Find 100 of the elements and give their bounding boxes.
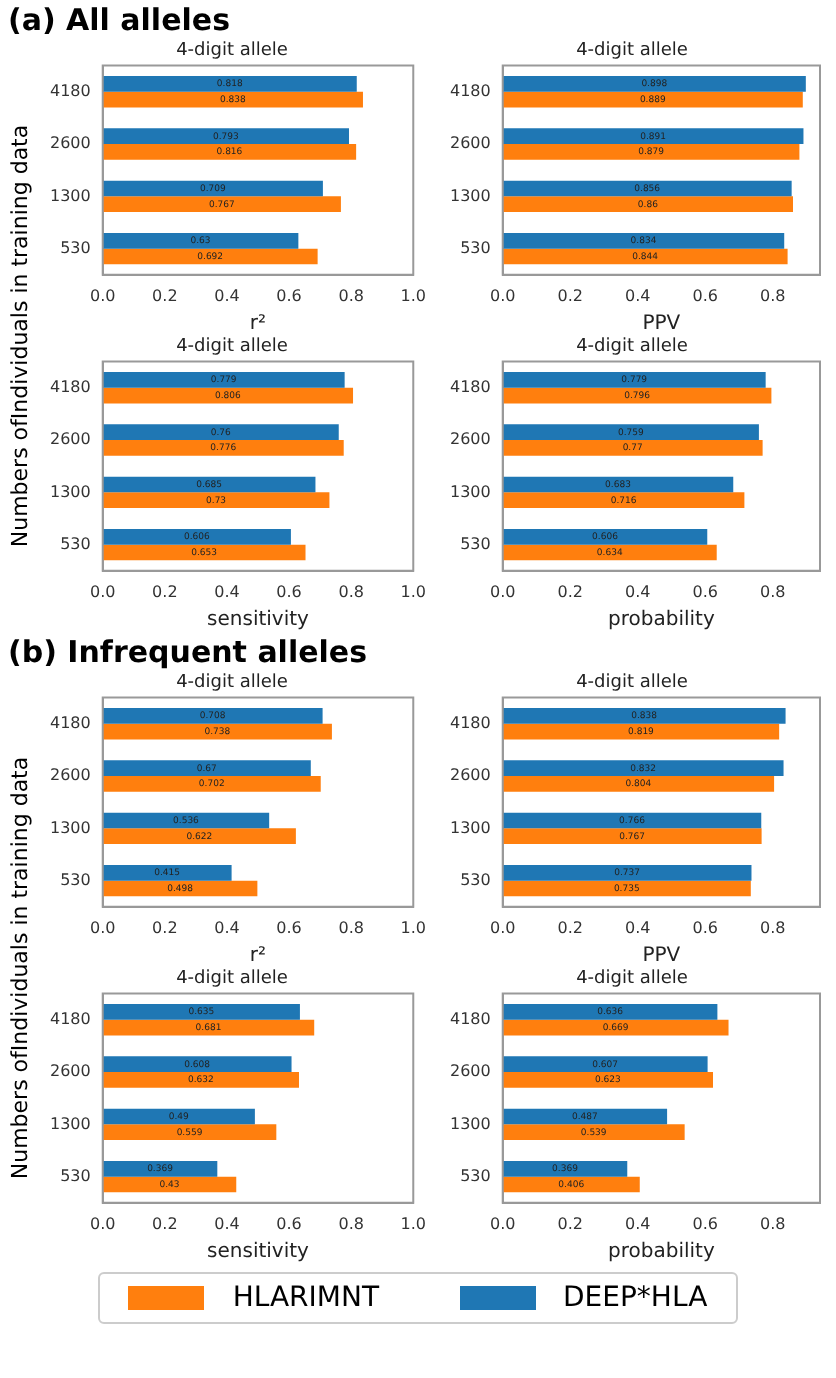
x-tick-label: 0.8 bbox=[338, 582, 364, 601]
x-tick-label: 0.4 bbox=[625, 286, 651, 305]
y-tick-label: 2600 bbox=[50, 430, 91, 449]
y-tick-label: 1300 bbox=[450, 186, 491, 205]
x-axis-title: probability bbox=[608, 609, 715, 632]
bar bbox=[102, 440, 344, 456]
bar bbox=[502, 828, 762, 845]
x-tick-label: 0.6 bbox=[276, 918, 302, 937]
bar bbox=[502, 180, 792, 197]
y-tick-label: 530 bbox=[60, 534, 91, 553]
x-tick-label: 0.8 bbox=[338, 1214, 364, 1233]
bar bbox=[102, 760, 311, 777]
bar bbox=[102, 864, 232, 881]
y-tick-label: 1300 bbox=[450, 1114, 491, 1133]
bar bbox=[502, 1019, 729, 1036]
bar bbox=[102, 1108, 255, 1125]
x-tick-label: 0.4 bbox=[214, 1214, 240, 1233]
x-tick-label: 1.0 bbox=[400, 286, 427, 305]
bar bbox=[102, 1176, 237, 1193]
bar bbox=[502, 196, 793, 213]
x-tick-label: 0.6 bbox=[276, 286, 302, 305]
x-tick-label: 0.0 bbox=[489, 918, 516, 937]
x-axis-title: r² bbox=[249, 945, 267, 968]
bar bbox=[502, 1124, 685, 1141]
bar bbox=[102, 248, 318, 265]
x-tick-label: 0.0 bbox=[89, 286, 116, 305]
x-tick-label: 0.0 bbox=[89, 918, 116, 937]
x-tick-label: 0.4 bbox=[625, 1214, 651, 1233]
x-tick-label: 0.4 bbox=[625, 582, 651, 601]
x-axis-title: r² bbox=[249, 313, 267, 336]
chart-title: 4-digit allele bbox=[576, 41, 689, 62]
legend-label: DEEP*HLA bbox=[563, 1282, 708, 1314]
x-tick-label: 0.8 bbox=[760, 582, 786, 601]
bar bbox=[502, 1108, 668, 1125]
bar bbox=[102, 723, 332, 740]
chart-title: 4-digit allele bbox=[176, 673, 289, 694]
bar bbox=[102, 1056, 292, 1073]
y-tick-label: 4180 bbox=[50, 1009, 91, 1028]
x-tick-label: 1.0 bbox=[400, 582, 427, 601]
y-tick-label: 1300 bbox=[450, 818, 491, 837]
y-tick-label: 2600 bbox=[50, 134, 91, 153]
bar bbox=[502, 776, 775, 792]
bar bbox=[102, 828, 296, 845]
x-tick-label: 0.2 bbox=[557, 1214, 583, 1233]
x-tick-label: 0.0 bbox=[89, 582, 116, 601]
bar bbox=[102, 1160, 218, 1177]
bar bbox=[502, 248, 788, 265]
bar bbox=[502, 372, 766, 388]
bar bbox=[502, 812, 762, 829]
x-axis-title: PPV bbox=[642, 945, 681, 968]
x-tick-label: 0.4 bbox=[214, 286, 240, 305]
chart-title: 4-digit allele bbox=[576, 337, 689, 358]
x-tick-label: 0.8 bbox=[760, 918, 786, 937]
bar bbox=[102, 232, 299, 249]
x-tick-label: 0.0 bbox=[489, 286, 516, 305]
x-tick-label: 0.0 bbox=[489, 1214, 516, 1233]
bar bbox=[102, 387, 354, 404]
bar bbox=[102, 776, 321, 792]
x-tick-label: 0.6 bbox=[692, 918, 718, 937]
y-tick-label: 1300 bbox=[50, 1114, 91, 1133]
y-tick-label: 4180 bbox=[450, 713, 491, 732]
bar bbox=[502, 723, 780, 740]
chart-title: 4-digit allele bbox=[576, 969, 689, 990]
x-tick-label: 0.2 bbox=[557, 582, 583, 601]
x-tick-label: 0.8 bbox=[338, 918, 364, 937]
y-tick-label: 530 bbox=[60, 238, 91, 257]
bar bbox=[102, 91, 363, 108]
x-tick-label: 1.0 bbox=[400, 1214, 427, 1233]
y-tick-label: 1300 bbox=[50, 482, 91, 501]
x-tick-label: 0.6 bbox=[692, 582, 718, 601]
x-tick-label: 0.8 bbox=[338, 286, 364, 305]
text: (b) Infrequent alleles bbox=[6, 632, 370, 672]
y-tick-label: 530 bbox=[60, 1166, 91, 1185]
bar bbox=[102, 144, 357, 160]
y-tick-label: 1300 bbox=[450, 482, 491, 501]
x-axis-title: sensitivity bbox=[207, 609, 310, 632]
bar bbox=[102, 196, 341, 213]
bar bbox=[502, 760, 784, 777]
x-tick-label: 0.4 bbox=[625, 918, 651, 937]
bar bbox=[502, 232, 785, 249]
bar bbox=[502, 387, 772, 404]
bar bbox=[502, 528, 708, 545]
bar bbox=[102, 544, 306, 561]
x-tick-label: 0.2 bbox=[557, 286, 583, 305]
x-tick-label: 0.0 bbox=[489, 582, 516, 601]
y-tick-label: 530 bbox=[460, 1166, 491, 1185]
bar bbox=[102, 1004, 300, 1020]
y-tick-label: 4180 bbox=[450, 1009, 491, 1028]
x-tick-label: 0.2 bbox=[152, 918, 178, 937]
y-axis-title: Numbers ofIndividuals in training data bbox=[7, 756, 33, 1180]
y-tick-label: 530 bbox=[460, 870, 491, 889]
x-tick-label: 0.0 bbox=[89, 1214, 116, 1233]
y-tick-label: 530 bbox=[460, 238, 491, 257]
y-tick-label: 2600 bbox=[50, 766, 91, 785]
bar bbox=[102, 180, 323, 197]
x-tick-label: 0.6 bbox=[276, 1214, 302, 1233]
bar bbox=[502, 144, 800, 160]
y-tick-label: 530 bbox=[60, 870, 91, 889]
bar bbox=[102, 492, 330, 509]
bar bbox=[102, 708, 323, 724]
